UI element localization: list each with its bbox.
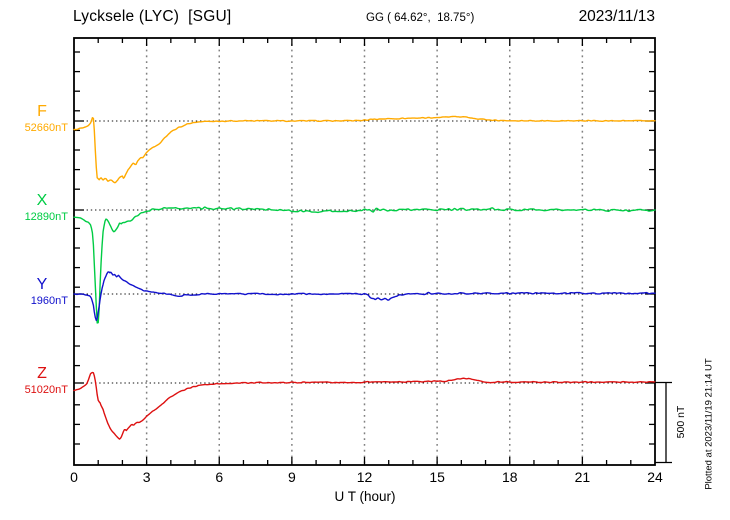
- x-axis-tick-labels: 0 3 6 9 12 15 18 21 24: [0, 469, 730, 487]
- component-label-y: Y 1960nT: [16, 276, 68, 307]
- x-tick-label-12: 12: [356, 469, 373, 485]
- scale-bar: [655, 381, 672, 464]
- trace-F: [73, 115, 656, 184]
- gridlines: [145, 38, 584, 465]
- plot-date: 2023/11/13: [578, 8, 655, 25]
- scale-bar-label: 500 nT: [675, 405, 687, 439]
- x-tick-label-21: 21: [574, 469, 591, 485]
- observatory-coordinates: GG ( 64.62°, 18.75°): [366, 12, 475, 24]
- component-label-x: X 12890nT: [16, 192, 68, 223]
- x-tick-label-0: 0: [70, 469, 78, 485]
- component-letter-f: F: [37, 103, 47, 120]
- component-label-z: Z 51020nT: [16, 365, 68, 396]
- x-tick-label-6: 6: [215, 469, 224, 485]
- x-axis-label: U T (hour): [334, 489, 396, 504]
- x-tick-label-15: 15: [429, 469, 445, 485]
- trace-Y: [73, 271, 656, 322]
- component-label-f: F 52660nT: [16, 103, 68, 134]
- trace-X: [73, 206, 656, 324]
- component-letter-z: Z: [37, 365, 47, 382]
- station-title: Lycksele (LYC) [SGU]: [73, 8, 232, 25]
- axis-ticks: [74, 38, 655, 465]
- plotted-timestamp-note: Plotted at 2023/11/19 21:14 UT: [703, 358, 715, 490]
- plot-frame: [73, 37, 656, 466]
- component-letter-x: X: [36, 192, 48, 209]
- component-baseline-value-z: 51020nT: [24, 384, 68, 396]
- component-baseline-value-x: 12890nT: [24, 211, 68, 223]
- component-baseline-value-y: 1960nT: [30, 295, 68, 307]
- component-baseline-value-f: 52660nT: [24, 122, 68, 134]
- x-tick-label-3: 3: [142, 469, 151, 485]
- x-tick-label-9: 9: [287, 469, 296, 485]
- component-letter-y: Y: [36, 276, 48, 293]
- trace-Z: [73, 371, 656, 440]
- x-tick-label-24: 24: [647, 469, 663, 485]
- x-tick-label-18: 18: [501, 469, 518, 485]
